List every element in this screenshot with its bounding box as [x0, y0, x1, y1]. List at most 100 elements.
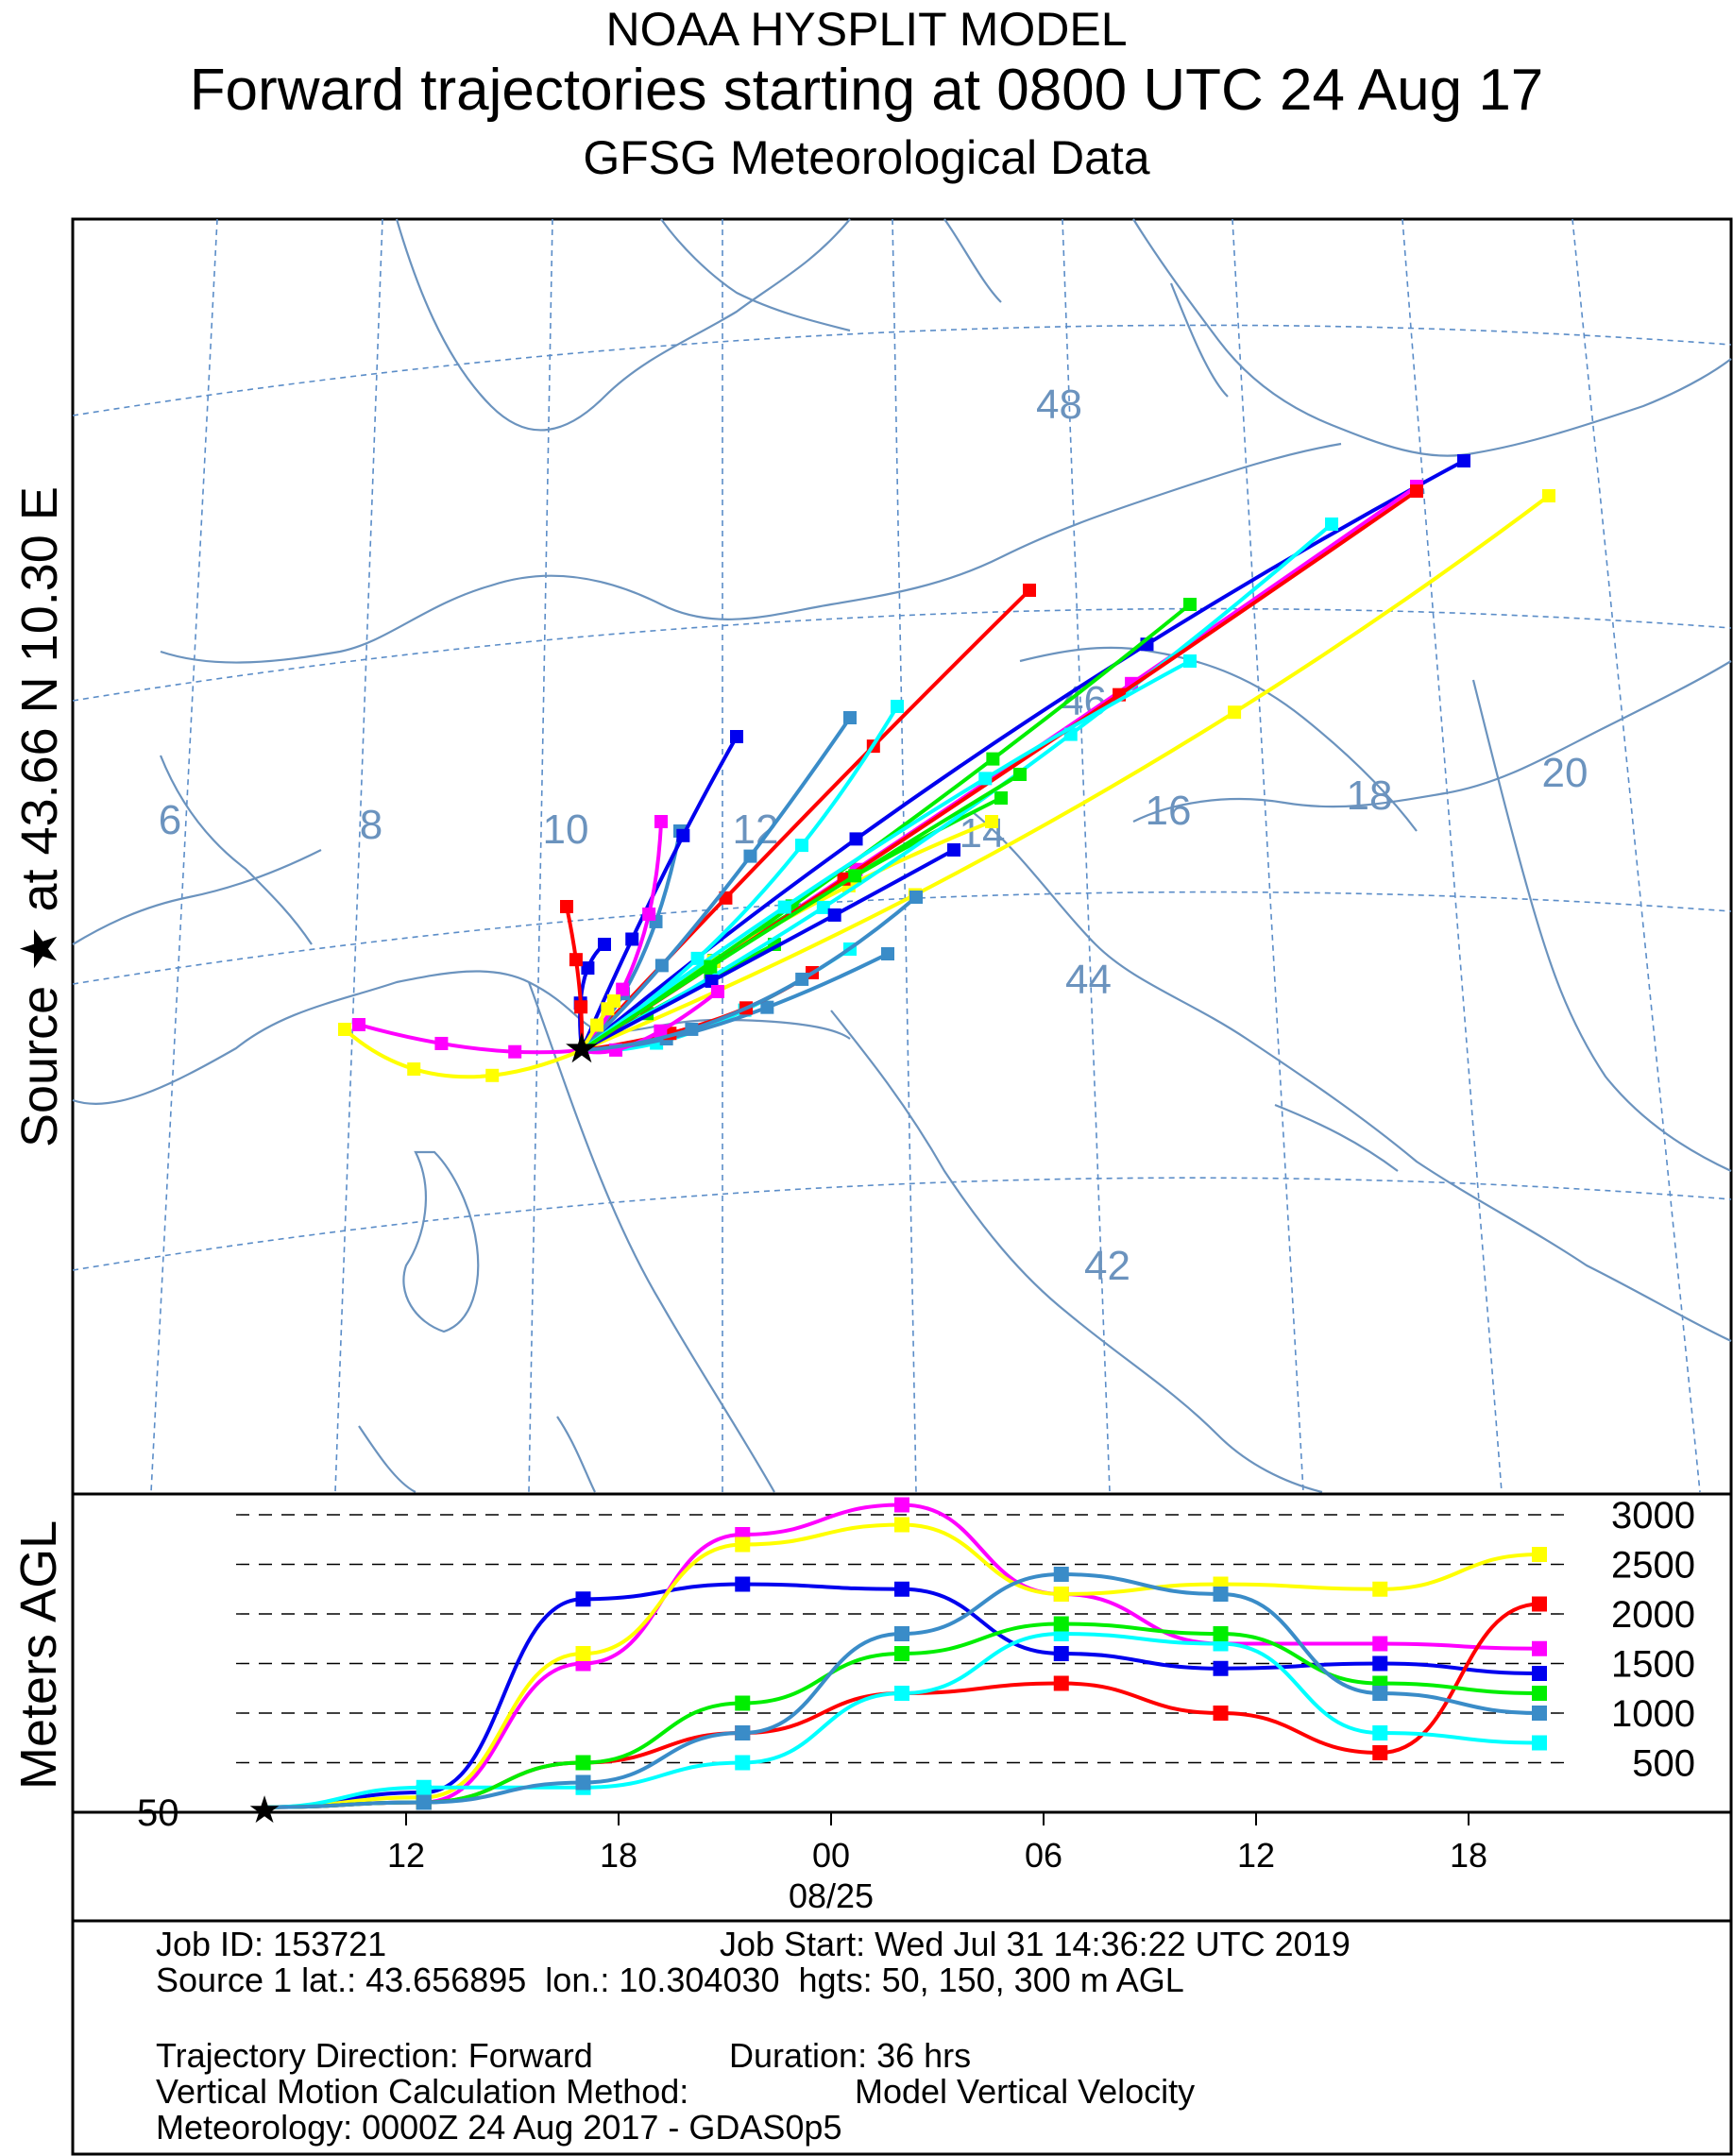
trajectory-marker	[705, 974, 719, 988]
trajectory-marker	[994, 791, 1008, 805]
height-x-tick-label: 12	[387, 1836, 425, 1875]
height-x-tick-label: 06	[1025, 1836, 1062, 1875]
height-series-marker	[735, 1725, 751, 1740]
lon-label: 16	[1146, 788, 1192, 834]
trajectory-line	[581, 522, 1334, 1052]
latitude-grid	[72, 324, 1732, 1271]
height-series-marker	[1053, 1616, 1069, 1632]
trajectory-line	[581, 895, 918, 1052]
footer-source-line: Source 1 lat.: 43.656895 lon.: 10.304030…	[156, 1961, 1184, 1999]
trajectory-marker	[654, 959, 669, 973]
height-series-marker	[894, 1626, 909, 1641]
trajectory-marker	[986, 752, 1000, 766]
height-x-tick-label: 18	[600, 1836, 637, 1875]
height-series-marker	[1532, 1640, 1547, 1656]
height-series-marker	[416, 1794, 432, 1810]
longitude-grid	[150, 218, 1701, 1493]
footer-vmotion-label: Vertical Motion Calculation Method:	[156, 2072, 689, 2111]
lon-label: 8	[360, 802, 382, 848]
height-series-marker	[1372, 1745, 1388, 1760]
trajectory-marker	[1023, 584, 1036, 597]
title-trajectories: Forward trajectories starting at 0800 UT…	[189, 58, 1544, 123]
source-star-marker: ★	[563, 1026, 600, 1072]
height-series-marker	[1372, 1636, 1388, 1652]
trajectory-line	[581, 848, 955, 1052]
height-tick-label: 2500	[1611, 1545, 1695, 1587]
height-series-marker	[735, 1576, 751, 1592]
trajectory-marker	[947, 843, 960, 857]
height-series-marker	[894, 1581, 909, 1597]
trajectory-marker	[909, 891, 923, 904]
lon-label: 20	[1542, 750, 1589, 796]
height-tick-label: 3000	[1611, 1495, 1695, 1536]
trajectory-marker	[1013, 768, 1027, 781]
trajectory-marker	[730, 730, 743, 743]
height-series-marker	[1213, 1706, 1229, 1721]
height-x-tick-label: 18	[1450, 1836, 1487, 1875]
trajectory-marker	[338, 1023, 351, 1036]
footer-vmotion-value: Model Vertical Velocity	[855, 2072, 1196, 2111]
height-series-marker	[735, 1536, 751, 1553]
trajectory-marker	[843, 711, 857, 724]
height-series-marker	[894, 1497, 909, 1513]
footer-panel	[71, 1919, 1733, 2156]
trajectory-line	[581, 494, 1551, 1052]
trajectory-marker	[574, 1000, 588, 1014]
height-x-labels: 12 18 00 06 12 18 08/25	[387, 1836, 1487, 1915]
height-series-marker	[1372, 1581, 1388, 1597]
trajectory-marker	[485, 1068, 500, 1082]
height-series-marker	[416, 1779, 432, 1795]
trajectory-marker	[616, 982, 630, 996]
height-tick-label: 1000	[1611, 1693, 1695, 1735]
trajectory-marker	[654, 815, 668, 828]
trajectory-marker	[642, 907, 656, 921]
lat-label: 42	[1084, 1243, 1130, 1289]
footer-meteorology: Meteorology: 0000Z 24 Aug 2017 - GDAS0p5	[156, 2108, 842, 2147]
height-series-marker	[1372, 1686, 1388, 1701]
trajectory-marker	[598, 938, 611, 951]
height-series-marker	[1213, 1660, 1229, 1676]
height-series-marker	[1053, 1587, 1069, 1602]
footer-job-id: Job ID: 153721	[156, 1925, 387, 1963]
height-series-marker	[1053, 1675, 1069, 1691]
title-model: NOAA HYSPLIT MODEL	[605, 3, 1128, 56]
trajectory-marker	[978, 772, 993, 786]
trajectory-marker	[1457, 454, 1470, 467]
height-series-marker	[1532, 1706, 1547, 1721]
trajectory-lines	[338, 454, 1555, 1082]
height-tick-label: 2000	[1611, 1594, 1695, 1636]
trajectory-marker	[569, 953, 583, 967]
trajectory-marker	[743, 849, 757, 863]
height-series-marker	[735, 1695, 751, 1711]
trajectory-marker	[560, 900, 573, 913]
height-tick-label: 500	[1632, 1743, 1695, 1785]
lon-label: 6	[159, 797, 181, 843]
height-series-marker	[1213, 1587, 1229, 1602]
trajectory-marker	[816, 900, 830, 914]
trajectory-marker	[508, 1044, 522, 1059]
footer-duration: Duration: 36 hrs	[729, 2036, 972, 2075]
height-x-ticks	[405, 1812, 1470, 1825]
height-series-marker	[1532, 1735, 1547, 1751]
trajectory-marker	[590, 1018, 604, 1032]
height-series-marker	[575, 1591, 591, 1607]
height-series-marker	[1532, 1547, 1547, 1562]
lat-label: 44	[1065, 957, 1112, 1003]
trajectory-marker	[849, 832, 863, 846]
trajectory-marker	[985, 815, 998, 828]
trajectory-marker	[1183, 654, 1197, 668]
trajectory-marker	[1410, 484, 1423, 498]
trajectory-marker	[1325, 518, 1338, 531]
trajectory-marker	[891, 700, 904, 713]
height-series-marker	[1213, 1626, 1229, 1641]
height-series-marker	[1532, 1596, 1547, 1612]
country-borders	[72, 218, 1732, 1494]
trajectory-marker	[607, 994, 620, 1008]
footer-job-start: Job Start: Wed Jul 31 14:36:22 UTC 2019	[720, 1925, 1351, 1963]
height-series	[263, 1497, 1547, 1810]
lat-label: 48	[1036, 382, 1082, 428]
height-series-line	[263, 1522, 1540, 1809]
lon-label: 10	[543, 806, 589, 853]
trajectory-line	[580, 659, 1191, 1052]
